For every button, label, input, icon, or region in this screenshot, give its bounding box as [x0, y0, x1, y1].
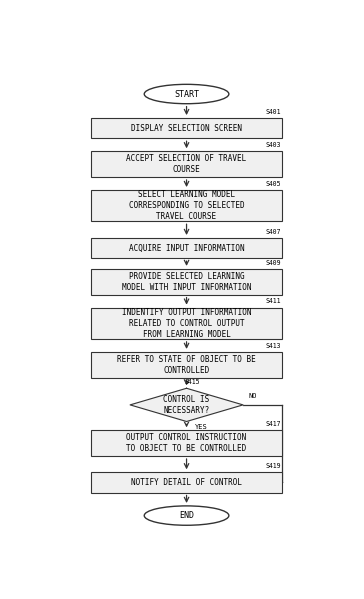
FancyBboxPatch shape	[91, 352, 282, 378]
Text: ACCEPT SELECTION OF TRAVEL
COURSE: ACCEPT SELECTION OF TRAVEL COURSE	[126, 154, 247, 174]
Text: S409: S409	[266, 259, 281, 265]
Text: ACQUIRE INPUT INFORMATION: ACQUIRE INPUT INFORMATION	[129, 244, 244, 253]
Text: INDENTIFY OUTPUT INFORMATION
RELATED TO CONTROL OUTPUT
FROM LEARNING MODEL: INDENTIFY OUTPUT INFORMATION RELATED TO …	[122, 308, 251, 339]
Text: S413: S413	[266, 343, 281, 349]
Ellipse shape	[144, 84, 229, 104]
Text: REFER TO STATE OF OBJECT TO BE
CONTROLLED: REFER TO STATE OF OBJECT TO BE CONTROLLE…	[117, 355, 256, 375]
Text: OUTPUT CONTROL INSTRUCTION
TO OBJECT TO BE CONTROLLED: OUTPUT CONTROL INSTRUCTION TO OBJECT TO …	[126, 433, 247, 453]
Text: YES: YES	[195, 424, 208, 430]
Text: PROVIDE SELECTED LEARNING
MODEL WITH INPUT INFORMATION: PROVIDE SELECTED LEARNING MODEL WITH INP…	[122, 272, 251, 292]
Text: CONTROL IS
NECESSARY?: CONTROL IS NECESSARY?	[163, 395, 210, 415]
Text: S417: S417	[266, 421, 281, 427]
Polygon shape	[130, 388, 243, 422]
Text: S415: S415	[185, 379, 200, 385]
Text: S401: S401	[266, 109, 281, 115]
Text: S411: S411	[266, 298, 281, 304]
Text: S419: S419	[266, 463, 281, 469]
Text: NO: NO	[249, 394, 257, 400]
FancyBboxPatch shape	[91, 307, 282, 339]
Text: S407: S407	[266, 229, 281, 235]
Text: START: START	[174, 89, 199, 98]
Text: S405: S405	[266, 181, 281, 187]
FancyBboxPatch shape	[91, 118, 282, 138]
Text: NOTIFY DETAIL OF CONTROL: NOTIFY DETAIL OF CONTROL	[131, 478, 242, 487]
FancyBboxPatch shape	[91, 238, 282, 258]
FancyBboxPatch shape	[91, 472, 282, 492]
FancyBboxPatch shape	[91, 151, 282, 177]
FancyBboxPatch shape	[91, 190, 282, 221]
Ellipse shape	[144, 506, 229, 525]
Text: END: END	[179, 511, 194, 520]
Text: SELECT LEARNING MODEL
CORRESPONDING TO SELECTED
TRAVEL COURSE: SELECT LEARNING MODEL CORRESPONDING TO S…	[129, 190, 244, 221]
Text: S403: S403	[266, 142, 281, 148]
FancyBboxPatch shape	[91, 430, 282, 456]
Text: DISPLAY SELECTION SCREEN: DISPLAY SELECTION SCREEN	[131, 123, 242, 132]
FancyBboxPatch shape	[91, 269, 282, 295]
